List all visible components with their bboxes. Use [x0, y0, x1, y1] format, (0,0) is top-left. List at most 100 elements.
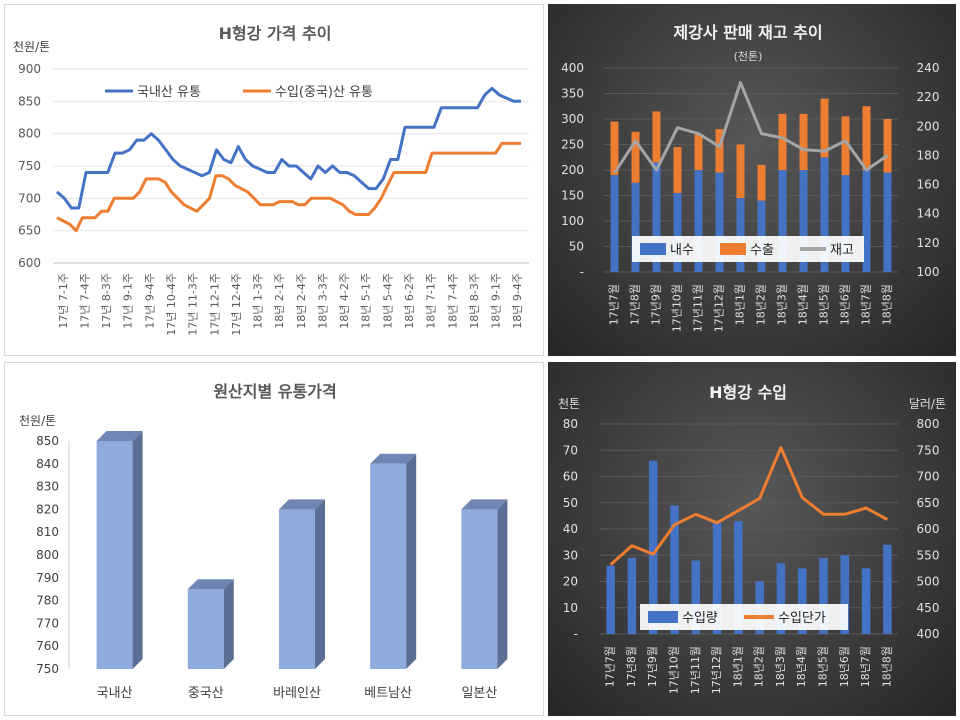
y2-tick-label: 800 [917, 417, 940, 431]
y-tick-label: 300 [561, 112, 584, 126]
bar-export [862, 106, 871, 170]
series-line-import-price [609, 446, 889, 566]
import-chart-panel: H형강 수입 천톤 달러/톤 - 10 20 30 40 50 60 70 80 400 450 500 55… [548, 362, 956, 716]
x-tick-label: 바레인산 [273, 686, 321, 701]
y-tick-label: - [574, 627, 578, 641]
y2-tick-label: 500 [917, 575, 940, 589]
y2-tick-label: 120 [917, 236, 940, 250]
y-tick-label: 800 [36, 548, 59, 562]
y-tick-label: 770 [36, 616, 59, 630]
y-tick-label: - [580, 265, 584, 279]
legend-label: 수입량 [682, 611, 718, 626]
bar-export [652, 111, 661, 163]
bar-export [820, 98, 829, 158]
x-tick-label: 18년2월 [755, 284, 768, 325]
y-tick-label: 790 [36, 571, 59, 585]
y2-tick-label: 100 [917, 265, 940, 279]
x-tick-label: 17년 10-4주 [165, 273, 178, 336]
bar-domestic [883, 172, 892, 272]
y-tick-label: 350 [561, 87, 584, 101]
x-tick-label: 18년3월 [776, 284, 789, 325]
y-tick-label: 800 [18, 127, 41, 141]
bar-export [778, 113, 787, 170]
y-tick-label: 830 [36, 480, 59, 494]
x-tick-label: 18년8월 [881, 284, 894, 325]
y-tick-label: 40 [563, 522, 578, 536]
x-tick-label: 18년 2-4주 [295, 273, 308, 329]
x-tick-label: 17년 12-1주 [208, 273, 221, 336]
x-tick-label: 베트남산 [364, 686, 412, 701]
bar-domestic [694, 170, 703, 272]
x-tick-label: 17년11월 [692, 284, 705, 332]
y-tick-label: 750 [18, 159, 41, 173]
bar-import-volume [861, 568, 871, 634]
x-tick-label: 17년 9-4주 [143, 273, 156, 329]
y2-tick-label: 450 [917, 601, 940, 615]
bar-import-volume [840, 555, 850, 634]
chart-title: 제강사 판매 재고 추이 [673, 23, 822, 42]
x-tick-label: 18년 5-1주 [360, 273, 373, 329]
x-tick-label: 18년 7-1주 [425, 273, 438, 329]
bar-side [497, 499, 508, 669]
bar-side [406, 453, 417, 669]
y-tick-label: 810 [36, 525, 59, 539]
x-tick-label: 17년 8-3주 [100, 273, 113, 329]
y-tick-label: 10 [563, 601, 578, 615]
x-tick-label: 18년8월 [880, 646, 893, 687]
y-tick-label: 780 [36, 594, 59, 608]
x-tick-label: 18년6월 [838, 646, 851, 687]
bar-import-volume [883, 544, 892, 634]
bar-front [187, 589, 224, 669]
chart-subtitle: (천톤) [734, 49, 763, 63]
x-tick-label: 17년12월 [713, 284, 726, 332]
bar-top [370, 453, 417, 464]
y-tick-label: 600 [18, 256, 41, 270]
x-tick-label: 18년 2-1주 [273, 273, 286, 329]
y2-tick-label: 650 [917, 496, 940, 510]
y-axis-label: 천원/톤 [19, 413, 56, 428]
y2-tick-label: 180 [917, 148, 940, 162]
y2-tick-label: 750 [917, 443, 940, 457]
y-tick-label: 60 [563, 470, 578, 484]
bar-top [279, 499, 325, 510]
x-tick-label: 17년7월 [608, 284, 621, 325]
bar-side [315, 499, 325, 669]
chart-title: H형강 수입 [709, 383, 787, 402]
bar-export [757, 164, 766, 201]
bar-import-volume [819, 557, 828, 634]
y2-tick-label: 160 [917, 178, 940, 192]
y-tick-label: 840 [36, 457, 59, 471]
x-tick-label: 18년3월 [774, 646, 787, 687]
y-tick-label: 50 [563, 496, 578, 510]
y-tick-label: 820 [36, 502, 59, 516]
y-tick-label: 150 [561, 189, 584, 203]
y2-tick-label: 220 [917, 90, 940, 104]
y-tick-label: 100 [561, 214, 584, 228]
legend-marker [648, 611, 678, 623]
bar-side [132, 431, 143, 669]
x-tick-label: 18년 5-4주 [381, 273, 394, 329]
x-tick-label: 18년4월 [797, 284, 810, 325]
bar-import-volume [648, 460, 658, 634]
x-tick-label: 17년7월 [604, 646, 617, 687]
y-tick-label: 80 [563, 417, 578, 431]
x-tick-label: 18년5월 [817, 646, 830, 687]
x-tick-label: 18년6월 [839, 284, 852, 325]
x-tick-label: 국내산 [97, 686, 133, 701]
bar-side [223, 579, 234, 669]
x-tick-label: 18년2월 [753, 646, 766, 687]
bar-domestic [799, 170, 808, 272]
chart-title: 원산지별 유통가격 [213, 382, 336, 401]
y-tick-label: 700 [18, 191, 41, 205]
x-tick-label: 18년 9-4주 [511, 273, 524, 329]
x-tick-label: 18년 8-3주 [468, 273, 481, 329]
bar-domestic [673, 192, 682, 272]
bar-top [461, 499, 508, 510]
bar-domestic [631, 182, 640, 272]
bar-domestic [652, 162, 661, 272]
legend-label: 수출 [750, 243, 774, 258]
y2-tick-label: 140 [917, 207, 940, 221]
x-tick-label: 18년 6-2주 [403, 273, 416, 329]
bar-export [736, 144, 745, 199]
